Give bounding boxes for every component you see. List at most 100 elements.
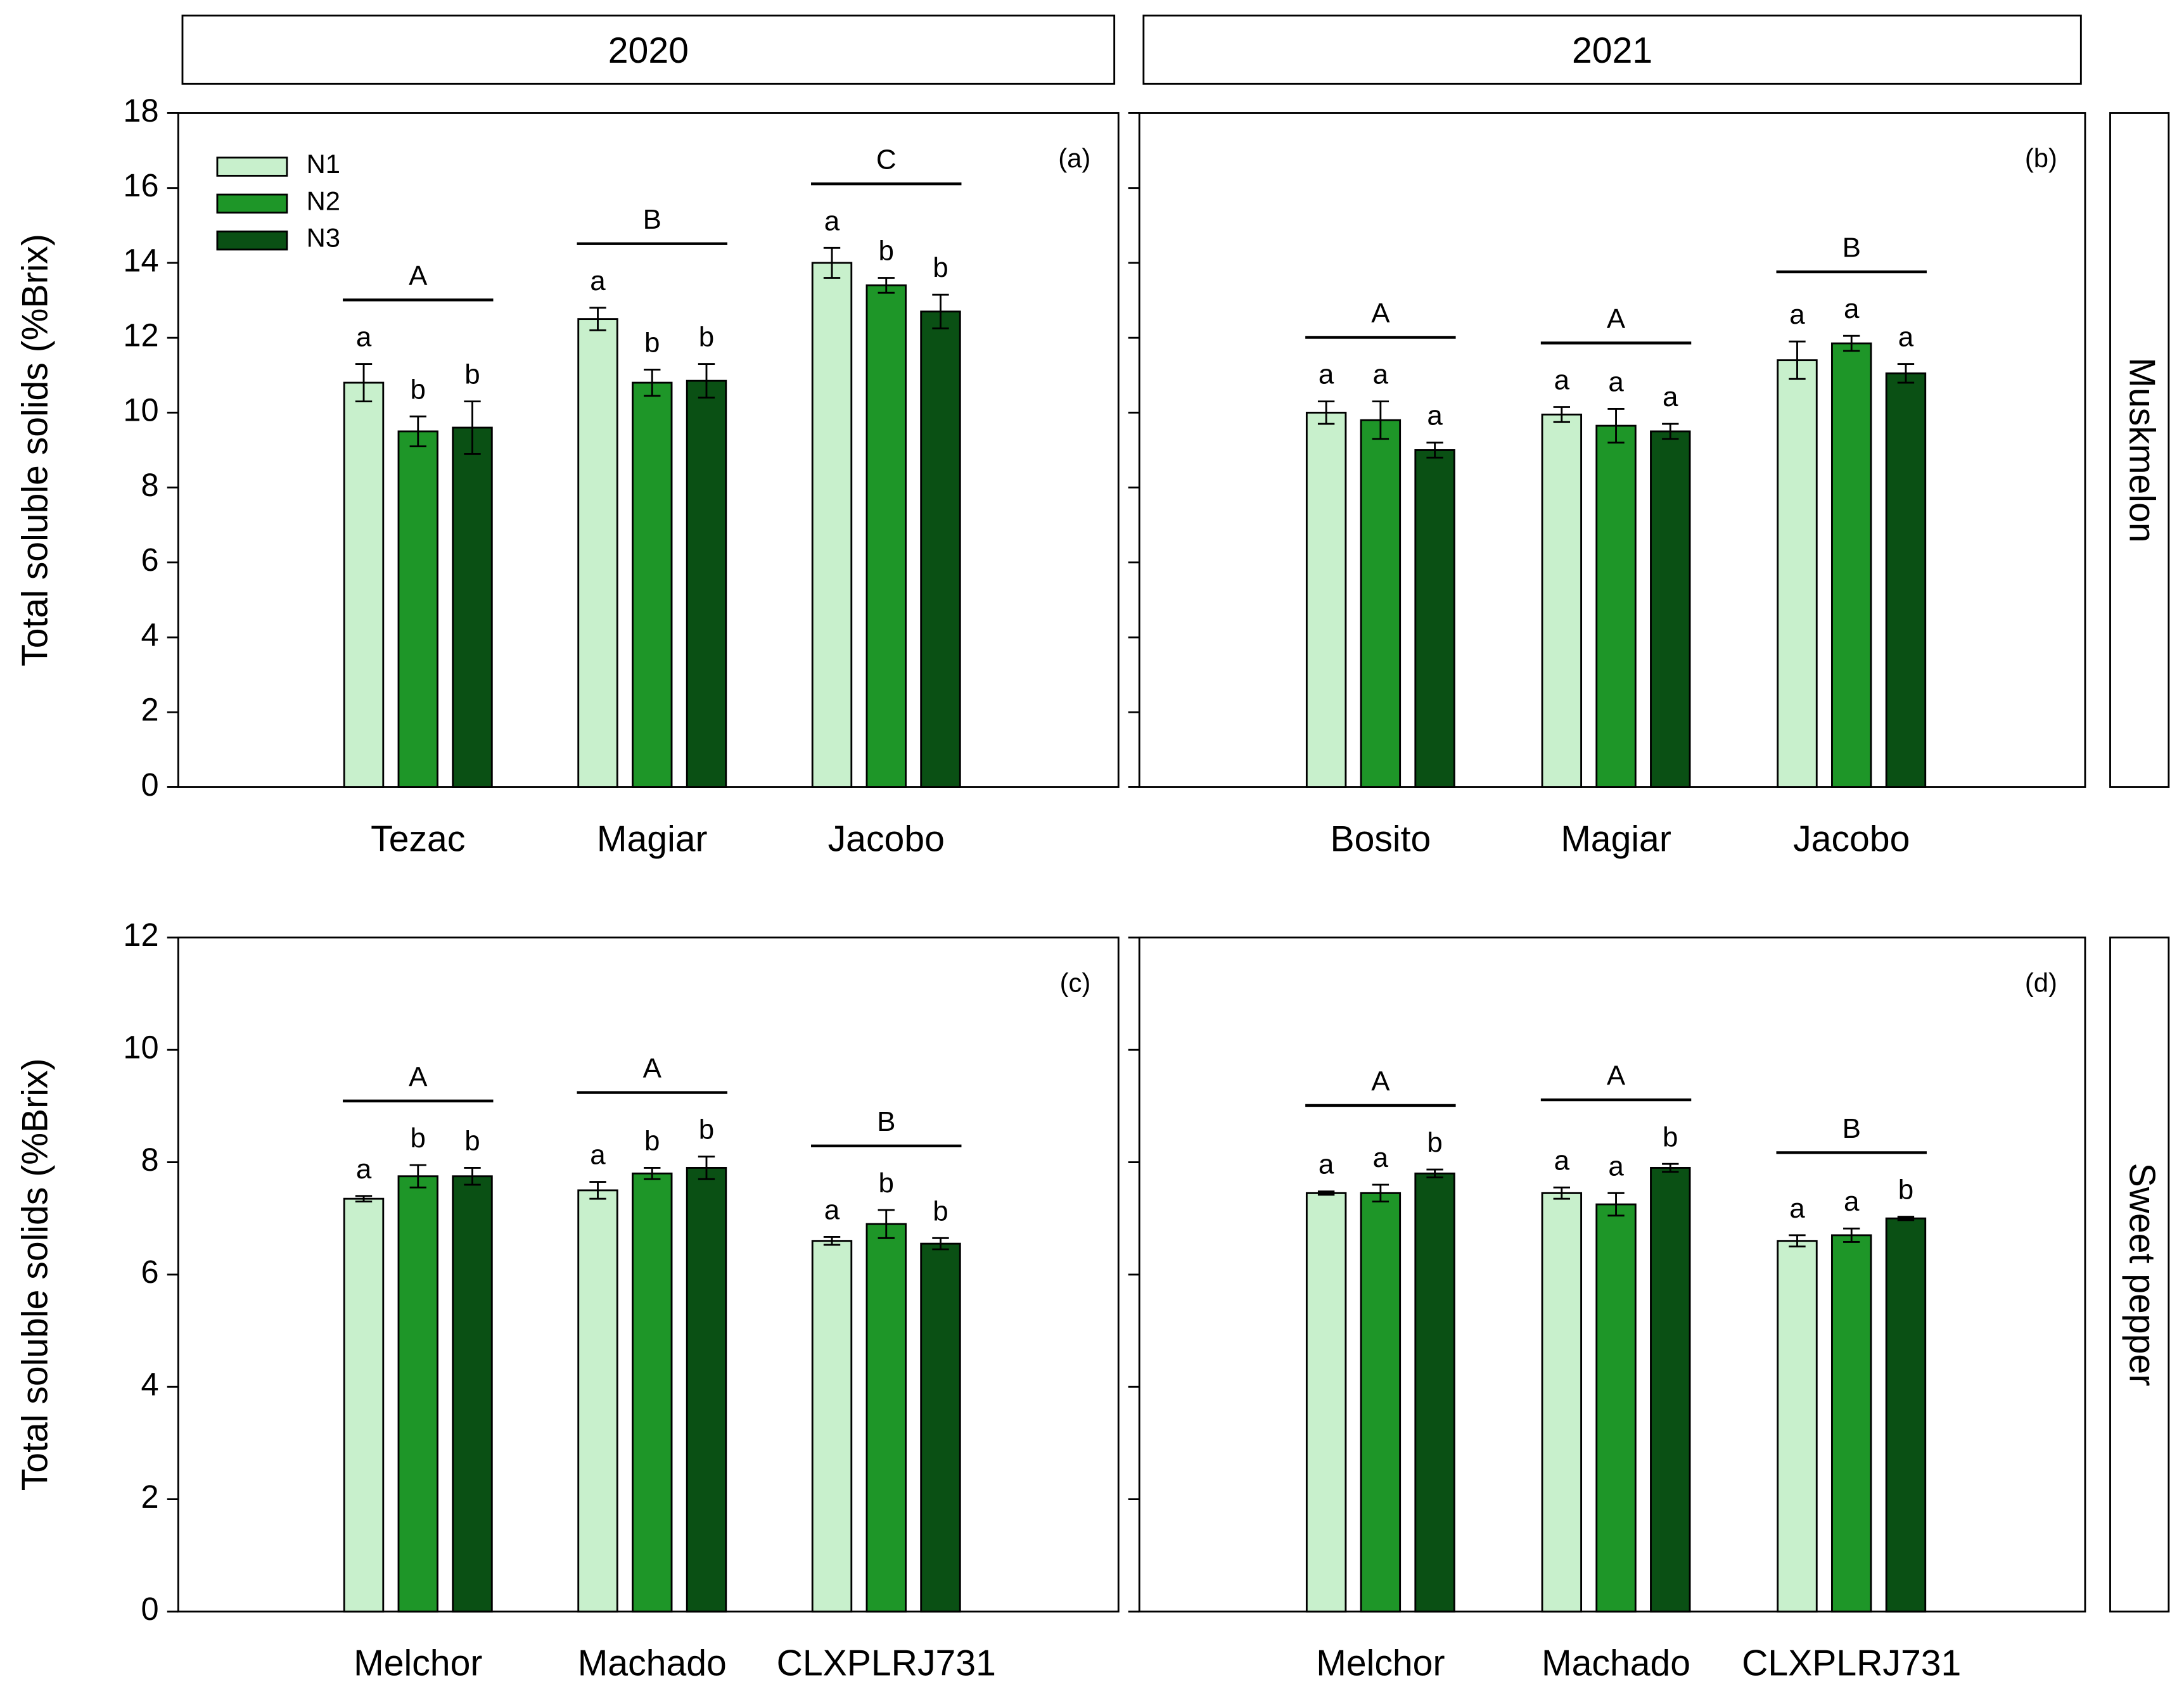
column-label: 2020 [608, 30, 689, 71]
error-bar [823, 1236, 841, 1246]
bar [1414, 449, 1455, 788]
bar [1777, 1240, 1818, 1613]
bar [1650, 1166, 1691, 1613]
bar [1885, 1217, 1927, 1613]
significance-letter: a [356, 322, 372, 353]
panel-label: (d) [2025, 968, 2057, 998]
bar [397, 430, 438, 788]
legend-label: N3 [307, 223, 340, 253]
x-tick-label: CLXPLRJ731 [777, 1643, 996, 1684]
bar [811, 262, 853, 788]
bar [811, 1240, 853, 1613]
bar [686, 1166, 727, 1613]
x-tick-label: Magiar [1561, 819, 1671, 859]
y-axis-label: Total soluble solids (%Brix) [15, 234, 55, 666]
bar [1595, 1203, 1637, 1613]
y-tick-label: 8 [141, 467, 158, 503]
error-bar [355, 363, 373, 403]
significance-letter: a [1373, 1142, 1389, 1173]
bar [1360, 1192, 1402, 1613]
x-tick-label: Machado [578, 1643, 727, 1684]
error-bar [1372, 1183, 1389, 1203]
x-tick-label: Melchor [1316, 1643, 1445, 1684]
error-bar [878, 1209, 895, 1239]
error-bar [1317, 1190, 1335, 1196]
y-tick-label: 0 [141, 767, 158, 803]
error-bar [1897, 1216, 1915, 1221]
significance-letter: a [1844, 1186, 1860, 1217]
significance-letter: a [590, 265, 606, 296]
y-axis-label: Total soluble solids (%Brix) [15, 1059, 55, 1491]
y-tick-label: 14 [123, 242, 158, 278]
error-bar [1843, 1227, 1860, 1243]
legend-label: N1 [307, 149, 340, 179]
significance-letter: a [824, 205, 840, 236]
bar [632, 1172, 673, 1613]
bar [865, 284, 907, 788]
y-tick-label: 10 [123, 1029, 158, 1066]
y-tick-label: 12 [123, 317, 158, 354]
row-label: Sweet pepper [2122, 1163, 2162, 1387]
y-tick-label: 2 [141, 1479, 158, 1515]
bar [1595, 424, 1637, 788]
significance-letter: a [356, 1154, 372, 1185]
error-bar [698, 363, 715, 399]
y-tick-label: 8 [141, 1142, 158, 1178]
significance-letter: b [644, 1125, 660, 1156]
error-bar [409, 415, 426, 447]
significance-letter: a [1373, 359, 1389, 390]
group-letter: A [409, 1061, 428, 1092]
error-bar [464, 400, 481, 455]
bar [632, 381, 673, 788]
significance-letter: a [1427, 400, 1443, 431]
x-tick-label: Bosito [1330, 819, 1431, 859]
bar [1831, 342, 1872, 788]
significance-letter: b [699, 1114, 714, 1145]
group-letter: C [876, 144, 897, 175]
y-tick-label: 10 [123, 392, 158, 428]
bar [1305, 1192, 1347, 1613]
group-letter: B [877, 1106, 895, 1137]
error-bar [589, 1181, 606, 1200]
bar [577, 1189, 618, 1613]
bar [1650, 430, 1691, 788]
error-bar [1607, 1192, 1625, 1217]
significance-letter: b [933, 252, 948, 283]
significance-letter: b [879, 236, 894, 267]
error-bar [1897, 363, 1915, 384]
group-letter: A [1607, 303, 1626, 334]
y-tick-label: 18 [123, 92, 158, 129]
significance-letter: a [1554, 365, 1570, 396]
error-bar [932, 1237, 949, 1251]
error-bar [1789, 340, 1806, 380]
error-bar [644, 1167, 661, 1180]
significance-letter: a [1898, 322, 1914, 353]
bar [1831, 1234, 1872, 1613]
error-bar [1662, 1163, 1679, 1173]
significance-letter: a [590, 1140, 606, 1171]
significance-letter: a [1789, 299, 1805, 330]
bar [1414, 1172, 1455, 1613]
bar [1541, 413, 1583, 788]
bar [343, 381, 385, 788]
bar [343, 1197, 385, 1613]
y-tick-label: 6 [141, 542, 158, 578]
significance-letter: b [464, 1125, 480, 1156]
group-letter: A [1371, 298, 1390, 329]
group-letter: A [409, 260, 428, 291]
bar [1777, 359, 1818, 788]
significance-letter: b [464, 359, 480, 390]
error-bar [644, 368, 661, 397]
group-letter: A [643, 1053, 662, 1084]
x-tick-label: Melchor [354, 1643, 482, 1684]
row-strip [2109, 936, 2170, 1613]
significance-letter: a [1663, 381, 1678, 412]
significance-letter: b [411, 374, 426, 405]
error-bar [409, 1164, 426, 1188]
x-tick-label: Magiar [597, 819, 708, 859]
x-tick-label: Jacobo [1793, 819, 1910, 859]
bar [452, 426, 493, 788]
bar [686, 379, 727, 788]
